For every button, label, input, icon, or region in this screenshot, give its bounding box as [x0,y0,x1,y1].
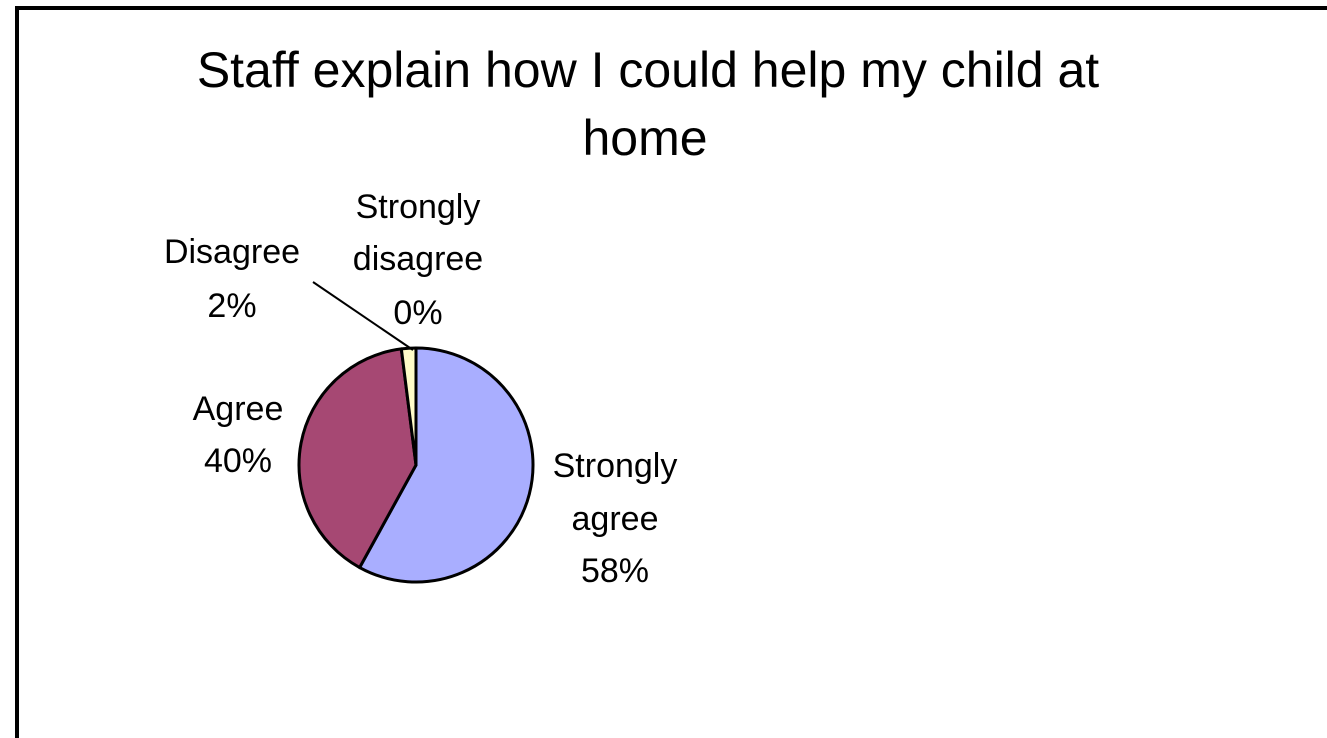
label-agree: Agree [193,390,284,428]
chart-border [15,6,1327,738]
label-disagree-value: 2% [207,287,256,325]
pie-slice-agree [297,347,418,570]
label-strongly-agree-line-2: agree [572,500,659,538]
label-strongly-disagree-value: 0% [393,294,442,332]
chart-title-line-2: home [582,110,707,166]
label-agree-value: 40% [204,442,272,480]
leader-line [312,281,414,351]
label-strongly-disagree-line-1: Strongly [356,188,481,226]
pie-slice-strongly-agree [358,346,535,584]
label-strongly-disagree-line-2: disagree [353,240,483,278]
label-strongly-agree-line-1: Strongly [553,447,678,485]
label-disagree: Disagree [164,233,300,271]
pie-slices [297,346,535,584]
chart-title-line-1: Staff explain how I could help my child … [197,42,1099,98]
label-strongly-agree-value: 58% [581,552,649,590]
